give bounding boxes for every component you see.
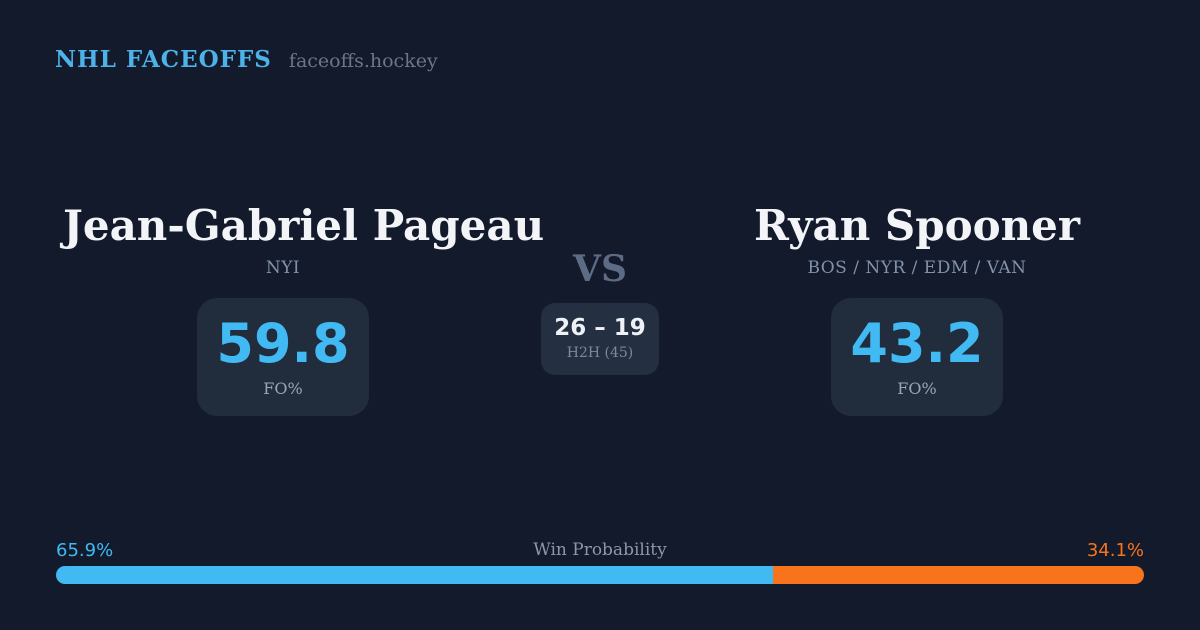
- player-right-teams: BOS / NYR / EDM / VAN: [807, 258, 1027, 279]
- vs-label: VS: [573, 248, 627, 290]
- vs-column: VS 26 – 19 H2H (45): [380, 249, 820, 375]
- win-prob-title: Win Probability: [533, 540, 667, 560]
- h2h-score: 26 – 19: [554, 315, 646, 341]
- player-right-stat-card: 43.2 FO%: [831, 298, 1003, 417]
- player-right-fo-pct: 43.2: [850, 311, 984, 375]
- win-prob-bar-right: [772, 566, 1144, 584]
- player-left-name: Jean-Gabriel Pageau: [63, 201, 545, 250]
- win-prob-left-pct: 65.9%: [56, 540, 114, 561]
- brand-logo-text: NHL FACEOFFS: [55, 46, 272, 73]
- player-right-name: Ryan Spooner: [753, 201, 1081, 250]
- player-right-column: Ryan Spooner BOS / NYR / EDM / VAN 43.2 …: [697, 201, 1137, 417]
- player-right-fo-label: FO%: [897, 378, 937, 398]
- win-prob-bar-left: [56, 566, 773, 584]
- win-prob-bar: [56, 566, 1144, 584]
- header: NHL FACEOFFS faceoffs.hockey: [55, 46, 438, 73]
- h2h-card: 26 – 19 H2H (45): [541, 303, 659, 375]
- player-left-stat-card: 59.8 FO%: [197, 298, 369, 417]
- player-left-column: Jean-Gabriel Pageau NYI 59.8 FO%: [63, 201, 545, 417]
- h2h-label: H2H (45): [566, 345, 634, 361]
- site-domain: faceoffs.hockey: [288, 50, 438, 72]
- player-left-fo-pct: 59.8: [216, 311, 350, 375]
- player-left-teams: NYI: [265, 258, 301, 279]
- win-prob-labels: 65.9% Win Probability 34.1%: [56, 540, 1144, 561]
- player-left-fo-label: FO%: [263, 378, 303, 398]
- win-prob-right-pct: 34.1%: [1086, 540, 1144, 561]
